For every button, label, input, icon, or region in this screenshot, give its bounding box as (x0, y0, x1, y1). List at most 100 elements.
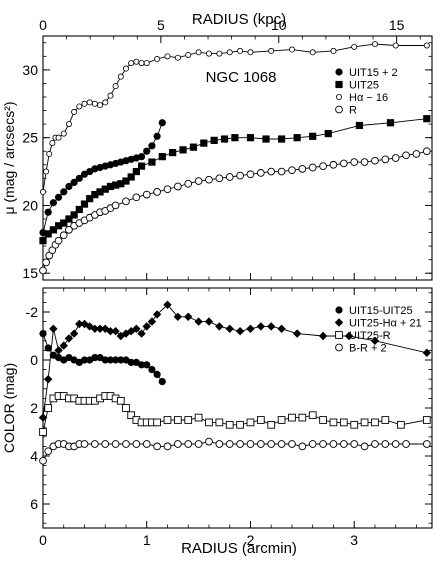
data-point (225, 324, 234, 333)
data-point (298, 413, 307, 422)
data-point (386, 119, 395, 127)
data-point (163, 416, 172, 424)
data-point (116, 396, 125, 405)
data-point (69, 329, 79, 338)
data-point (44, 230, 52, 238)
data-point (122, 177, 130, 185)
data-point (127, 358, 135, 366)
data-point (91, 440, 99, 448)
data-point (137, 329, 146, 338)
data-point (210, 136, 218, 144)
data-point (231, 134, 239, 142)
data-point (127, 411, 136, 420)
data-point (329, 160, 338, 169)
data-point (423, 42, 430, 49)
data-point (106, 356, 115, 364)
data-point (164, 53, 171, 60)
data-point (117, 180, 125, 188)
data-point (107, 92, 114, 99)
legend-marker (334, 318, 344, 327)
data-point (371, 156, 379, 165)
data-point (39, 428, 47, 436)
legend-marker (335, 80, 343, 89)
legend-marker (335, 105, 343, 114)
data-point (49, 140, 56, 147)
data-point (122, 440, 130, 448)
x-top-tick-label: 15 (389, 17, 405, 33)
series-1 (38, 300, 432, 422)
series-line (42, 441, 427, 462)
data-point (111, 327, 120, 336)
data-point (43, 168, 50, 175)
data-point (60, 130, 67, 137)
y-tick-label: 15 (22, 265, 38, 281)
data-point (205, 418, 213, 427)
chart-title: NGC 1068 (206, 69, 277, 86)
y-axis-label: COLOR (mag) (1, 363, 17, 453)
data-point (75, 205, 83, 214)
data-point (132, 167, 140, 176)
data-point (143, 147, 151, 155)
data-point (194, 317, 203, 326)
data-point (355, 121, 363, 130)
data-point (59, 231, 68, 240)
data-point (143, 60, 150, 67)
data-point (350, 420, 359, 429)
data-point (54, 346, 63, 355)
data-point (371, 440, 379, 448)
data-point (137, 153, 146, 161)
plot-frame (42, 35, 433, 281)
data-point (39, 237, 47, 245)
data-point (80, 319, 89, 329)
data-point (174, 182, 182, 191)
data-point (330, 47, 337, 54)
data-point (132, 324, 141, 333)
data-point (226, 49, 233, 56)
x-top-tick-label: 5 (157, 17, 165, 33)
data-point (288, 413, 296, 422)
data-point (268, 47, 275, 54)
data-point (319, 162, 327, 170)
legend-label: UIT25-R (349, 330, 391, 342)
data-point (256, 416, 265, 424)
data-point (54, 222, 63, 230)
data-point (350, 440, 359, 448)
data-point (267, 440, 276, 448)
series-line (42, 304, 427, 418)
data-point (246, 170, 255, 179)
legend-marker (335, 331, 343, 339)
data-point (392, 42, 399, 49)
data-point (70, 211, 78, 219)
data-point (360, 158, 369, 166)
data-point (75, 319, 84, 329)
data-point (246, 134, 255, 142)
data-point (360, 418, 369, 427)
data-point (133, 58, 140, 65)
data-point (147, 317, 157, 326)
data-point (256, 322, 266, 331)
data-point (309, 49, 316, 56)
data-point (381, 155, 390, 164)
data-point (200, 139, 208, 147)
y-tick-label: -2 (26, 304, 39, 320)
data-point (267, 167, 276, 176)
data-point (225, 420, 234, 429)
data-point (277, 440, 286, 448)
data-point (174, 54, 181, 61)
data-point (49, 324, 58, 333)
series-3 (39, 437, 431, 465)
data-point (236, 171, 244, 180)
data-point (143, 361, 151, 369)
data-point (184, 440, 193, 448)
data-point (371, 418, 379, 427)
data-point (153, 418, 161, 427)
legend-marker (335, 94, 342, 101)
data-point (351, 43, 358, 50)
data-point (163, 300, 172, 309)
data-point (381, 440, 390, 448)
y-tick-label: 20 (22, 197, 38, 213)
data-point (277, 167, 286, 176)
data-point (288, 166, 296, 175)
data-point (402, 440, 410, 448)
data-point (277, 324, 286, 333)
